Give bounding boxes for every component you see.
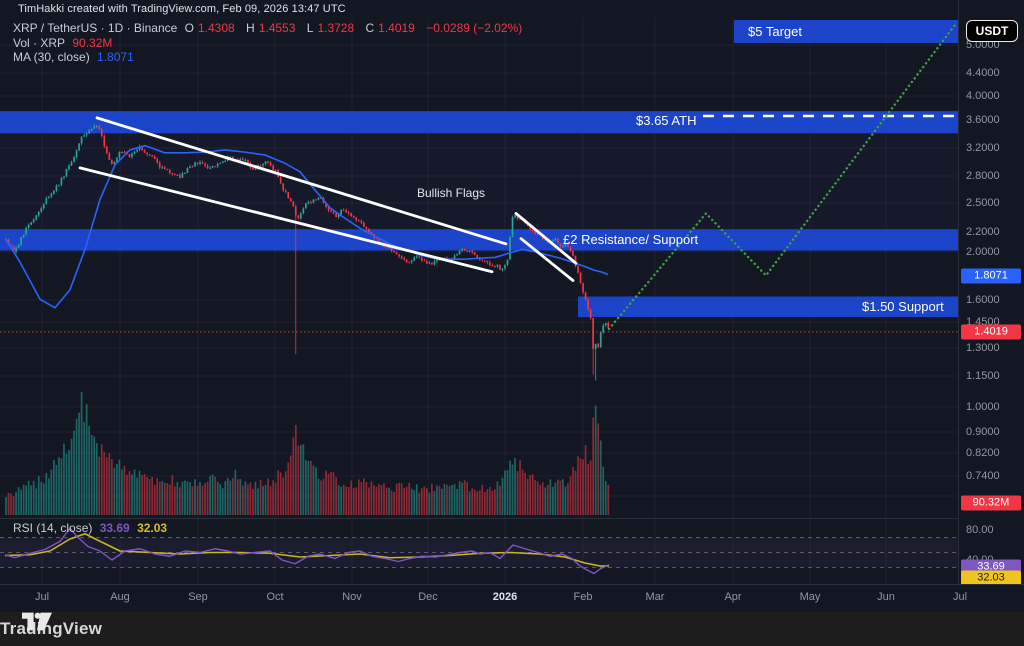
price-axis-label: 2.2000 (966, 226, 1000, 238)
price-axis-label: 1.1500 (966, 370, 1000, 382)
projection-path (607, 22, 958, 331)
resistance-zone (0, 229, 958, 251)
price-axis-label: 3.2000 (966, 142, 1000, 154)
price-axis-badge: 1.4019 (961, 324, 1021, 340)
price-axis-label: 4.4000 (966, 67, 1000, 79)
low-value: 1.3728 (317, 21, 355, 35)
support-zone (578, 296, 958, 318)
price-axis-badge: 32.03 (961, 570, 1021, 586)
price-axis-label: 2.5000 (966, 197, 1000, 209)
footer-bar: TradingView (0, 612, 1024, 646)
rsi-ma-value: 32.03 (137, 521, 168, 535)
open-value: 1.4308 (197, 21, 235, 35)
close-value: 1.4019 (378, 21, 415, 35)
price-axis-label: 1.3000 (966, 342, 1000, 354)
time-axis-label: Nov (342, 591, 362, 603)
price-axis-label: 1.6000 (966, 294, 1000, 306)
high-label: H (246, 21, 255, 35)
channel-trendlines (78, 116, 578, 282)
price-axis-badge: 90.32M (961, 495, 1021, 511)
ath-zone (0, 111, 958, 134)
volume-layer (5, 391, 610, 515)
ma-value: 1.8071 (97, 50, 134, 64)
currency-toggle-button[interactable]: USDT (966, 20, 1018, 42)
ath-annotation[interactable]: $3.65 ATH (636, 113, 697, 128)
price-axis-label: 2.8000 (966, 170, 1000, 182)
symbol-title: XRP / TetherUS · 1D · Binance (13, 21, 178, 35)
bullish-flags-annotation[interactable]: Bullish Flags (417, 186, 486, 200)
tradingview-logo-icon[interactable] (22, 612, 52, 631)
high-value: 1.4553 (258, 21, 296, 35)
volume-label: Vol · XRP (13, 36, 66, 50)
watermark-credit: TimHakki created with TradingView.com, F… (18, 3, 346, 15)
support-annotation[interactable]: $1.50 Support (862, 299, 944, 314)
target-box (734, 20, 958, 43)
price-axis-label: 0.9000 (966, 426, 1000, 438)
time-axis-label: Sep (188, 591, 208, 603)
time-axis-label: Mar (645, 591, 665, 603)
rsi-legend-row: RSI (14, close) 33.69 32.03 (13, 521, 171, 535)
time-axis-label: Jul (952, 591, 968, 603)
volume-value: 90.32M (72, 36, 113, 50)
time-axis-label: May (799, 591, 821, 603)
time-axis-label: Aug (110, 591, 130, 603)
candles-layer (5, 124, 610, 381)
volume-legend-row: Vol · XRP 90.32M (13, 36, 116, 50)
price-axis-label: 1.0000 (966, 401, 1000, 413)
time-axis-label: Oct (266, 591, 284, 603)
price-axis-label: 3.6000 (966, 114, 1000, 126)
price-axis-badge: 1.8071 (961, 268, 1021, 284)
tradingview-brand-text[interactable]: TradingView (0, 619, 103, 638)
low-label: L (306, 21, 314, 35)
price-axis-label: 0.8200 (966, 447, 1000, 459)
price-axis-panel[interactable]: 5.0000 4.4000 4.0000 3.6000 3.2000 2.8000 2.50… (958, 0, 1024, 612)
time-axis-label: Apr (724, 591, 742, 603)
time-axis-label: Dec (418, 591, 438, 603)
price-axis-label: 80.00 (966, 524, 994, 536)
time-axis-label: Jul (34, 591, 50, 603)
rsi-value: 33.69 (99, 521, 130, 535)
session-tint (0, 133, 958, 229)
time-axis-panel[interactable]: Jul Aug Sep Oct Nov Dec 2026 Feb Mar Apr May Jun Jul (0, 584, 1024, 613)
close-label: C (365, 21, 375, 35)
target-annotation[interactable]: $5 Target (748, 24, 802, 39)
price-axis-label: 0.7400 (966, 470, 1000, 482)
ma-legend-row: MA (30, close) 1.8071 (13, 50, 138, 64)
time-axis-label: Jun (877, 591, 895, 603)
open-label: O (184, 21, 194, 35)
price-axis-label: 4.0000 (966, 90, 1000, 102)
time-axis-label: Feb (573, 591, 593, 603)
time-axis-label: 2026 (492, 591, 518, 603)
resistance-annotation[interactable]: £2 Resistance/ Support (563, 232, 699, 247)
price-axis-label: 2.0000 (966, 246, 1000, 258)
rsi-label: RSI (14, close) (13, 521, 93, 535)
rsi-pane (0, 527, 958, 575)
price-axis-label: 5.0000 (966, 39, 1000, 51)
key-level-zones (0, 20, 958, 318)
change-value: −0.0289 (−2.02%) (426, 21, 523, 35)
ma-label: MA (30, close) (13, 50, 90, 64)
